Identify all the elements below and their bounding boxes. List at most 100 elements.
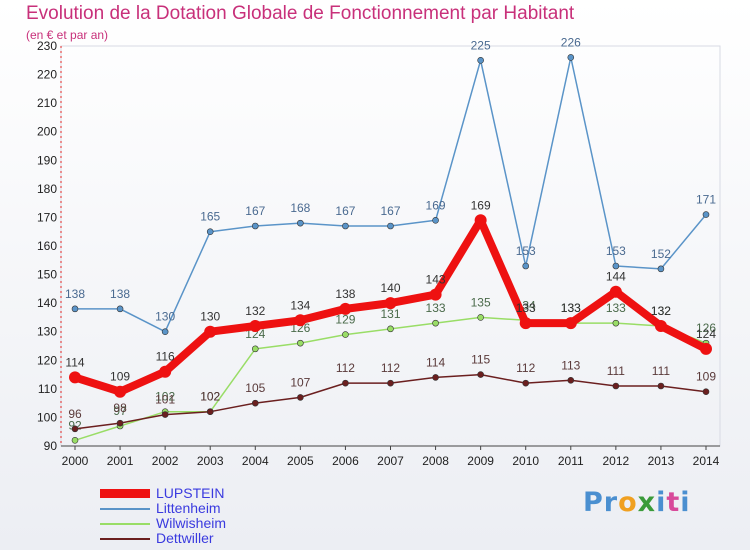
point-littenheim-2006 bbox=[342, 222, 349, 230]
data-label-dettwiller-2010: 112 bbox=[516, 361, 535, 375]
data-label-lupstein-2010: 133 bbox=[516, 301, 536, 315]
data-label-lupstein-2000: 114 bbox=[65, 355, 84, 369]
x-tick-label-2007: 2007 bbox=[377, 454, 404, 468]
point-wilwisheim-2012 bbox=[612, 319, 620, 327]
legend-swatch-lupstein bbox=[100, 489, 150, 498]
data-label-wilwisheim-2014: 126 bbox=[696, 321, 716, 335]
data-label-lupstein-2013: 132 bbox=[651, 304, 671, 318]
data-label-lupstein-2011: 133 bbox=[561, 301, 581, 315]
data-label-lupstein-2014: 124 bbox=[696, 327, 716, 341]
point-dettwiller-2014 bbox=[702, 388, 710, 396]
data-label-wilwisheim-2013: 132 bbox=[651, 304, 671, 318]
series-line-wilwisheim bbox=[74, 316, 707, 442]
y-tick-label-210: 210 bbox=[37, 96, 57, 110]
point-lupstein-2001 bbox=[114, 385, 127, 398]
point-dettwiller-2013 bbox=[657, 382, 665, 390]
data-label-wilwisheim-2008: 133 bbox=[426, 301, 446, 315]
point-lupstein-2004 bbox=[249, 320, 262, 332]
point-littenheim-2013 bbox=[657, 265, 665, 273]
y-tick-label-120: 120 bbox=[37, 353, 57, 367]
point-lupstein-2009 bbox=[474, 214, 487, 227]
data-label-littenheim-2007: 167 bbox=[380, 204, 400, 218]
y-tick-label-110: 110 bbox=[38, 382, 57, 396]
data-label-wilwisheim-2007: 131 bbox=[380, 307, 400, 321]
x-tick-label-2011: 2011 bbox=[558, 454, 584, 468]
x-tick-label-2005: 2005 bbox=[287, 454, 314, 468]
data-label-dettwiller-2007: 112 bbox=[381, 361, 400, 375]
point-lupstein-2012 bbox=[609, 285, 622, 298]
data-label-lupstein-2012: 144 bbox=[606, 270, 626, 284]
point-dettwiller-2008 bbox=[432, 374, 439, 381]
data-label-wilwisheim-2012: 133 bbox=[606, 301, 626, 315]
data-label-littenheim-2001: 138 bbox=[110, 287, 130, 301]
data-label-lupstein-2005: 134 bbox=[290, 298, 310, 312]
data-label-littenheim-2010: 153 bbox=[516, 244, 536, 258]
point-wilwisheim-2005 bbox=[297, 339, 304, 347]
legend-label-dettwiller: Dettwiller bbox=[156, 530, 214, 546]
point-littenheim-2010 bbox=[522, 262, 530, 270]
proxiti-logo: Proxiti bbox=[583, 487, 691, 518]
chart-subtitle: (en € et par an) bbox=[26, 28, 109, 42]
data-label-dettwiller-2014: 109 bbox=[696, 370, 716, 384]
point-wilwisheim-2000 bbox=[71, 436, 79, 444]
point-dettwiller-2000 bbox=[71, 425, 79, 433]
point-littenheim-2004 bbox=[251, 222, 259, 230]
point-littenheim-2011 bbox=[567, 54, 575, 61]
data-label-lupstein-2006: 138 bbox=[335, 287, 355, 301]
x-tick-label-2010: 2010 bbox=[512, 454, 539, 468]
x-tick-label-2014: 2014 bbox=[693, 454, 720, 468]
data-label-lupstein-2001: 109 bbox=[110, 370, 130, 384]
data-label-wilwisheim-2002: 102 bbox=[155, 390, 175, 404]
data-label-dettwiller-2011: 113 bbox=[561, 358, 580, 372]
point-dettwiller-2005 bbox=[297, 394, 304, 401]
data-label-dettwiller-2012: 111 bbox=[607, 364, 626, 378]
point-lupstein-2008 bbox=[429, 288, 442, 301]
data-label-wilwisheim-2009: 135 bbox=[471, 295, 491, 309]
data-label-wilwisheim-2001: 97 bbox=[113, 404, 127, 418]
data-label-dettwiller-2013: 111 bbox=[652, 364, 671, 378]
x-tick-label-2006: 2006 bbox=[332, 454, 359, 468]
data-label-lupstein-2009: 169 bbox=[471, 198, 491, 212]
y-tick-label-140: 140 bbox=[37, 296, 57, 310]
y-tick-label-170: 170 bbox=[37, 210, 57, 224]
data-label-lupstein-2003: 130 bbox=[200, 310, 220, 324]
point-littenheim-2008 bbox=[432, 216, 439, 224]
data-label-littenheim-2011: 226 bbox=[561, 35, 581, 49]
data-label-littenheim-2009: 225 bbox=[471, 38, 491, 52]
point-littenheim-2009 bbox=[477, 56, 484, 64]
point-lupstein-2006 bbox=[339, 302, 352, 315]
data-label-littenheim-2005: 168 bbox=[290, 201, 310, 215]
y-tick-label-220: 220 bbox=[37, 68, 57, 82]
point-wilwisheim-2006 bbox=[342, 331, 349, 338]
legend-swatch-littenheim bbox=[100, 507, 150, 510]
point-littenheim-2014 bbox=[702, 211, 710, 218]
point-littenheim-2000 bbox=[71, 305, 79, 313]
point-littenheim-2002 bbox=[161, 328, 169, 336]
y-tick-label-130: 130 bbox=[37, 325, 57, 339]
point-littenheim-2001 bbox=[116, 305, 124, 313]
y-tick-label-160: 160 bbox=[37, 239, 57, 253]
legend-item-dettwiller: Dettwiller bbox=[100, 531, 226, 546]
data-label-wilwisheim-2003: 102 bbox=[200, 390, 220, 404]
point-littenheim-2007 bbox=[387, 222, 394, 230]
data-label-dettwiller-2005: 107 bbox=[290, 375, 310, 389]
x-tick-label-2013: 2013 bbox=[648, 454, 675, 468]
point-wilwisheim-2007 bbox=[387, 325, 394, 333]
data-label-dettwiller-2006: 112 bbox=[336, 361, 355, 375]
data-label-littenheim-2012: 153 bbox=[606, 244, 626, 258]
data-label-dettwiller-2002: 101 bbox=[155, 393, 175, 407]
legend-swatch-dettwiller bbox=[100, 537, 150, 540]
x-tick-label-2000: 2000 bbox=[62, 454, 89, 468]
x-tick-label-2008: 2008 bbox=[422, 454, 449, 468]
y-tick-label-100: 100 bbox=[37, 410, 57, 424]
point-lupstein-2000 bbox=[69, 371, 81, 384]
point-dettwiller-2011 bbox=[567, 376, 575, 384]
point-dettwiller-2006 bbox=[342, 379, 349, 387]
y-tick-label-90: 90 bbox=[44, 439, 58, 453]
point-lupstein-2007 bbox=[384, 297, 397, 310]
data-label-littenheim-2002: 130 bbox=[155, 310, 175, 324]
legend-label-lupstein: LUPSTEIN bbox=[156, 485, 225, 501]
point-littenheim-2005 bbox=[297, 219, 304, 227]
data-label-lupstein-2008: 143 bbox=[426, 273, 446, 287]
data-label-dettwiller-2009: 115 bbox=[471, 353, 490, 367]
